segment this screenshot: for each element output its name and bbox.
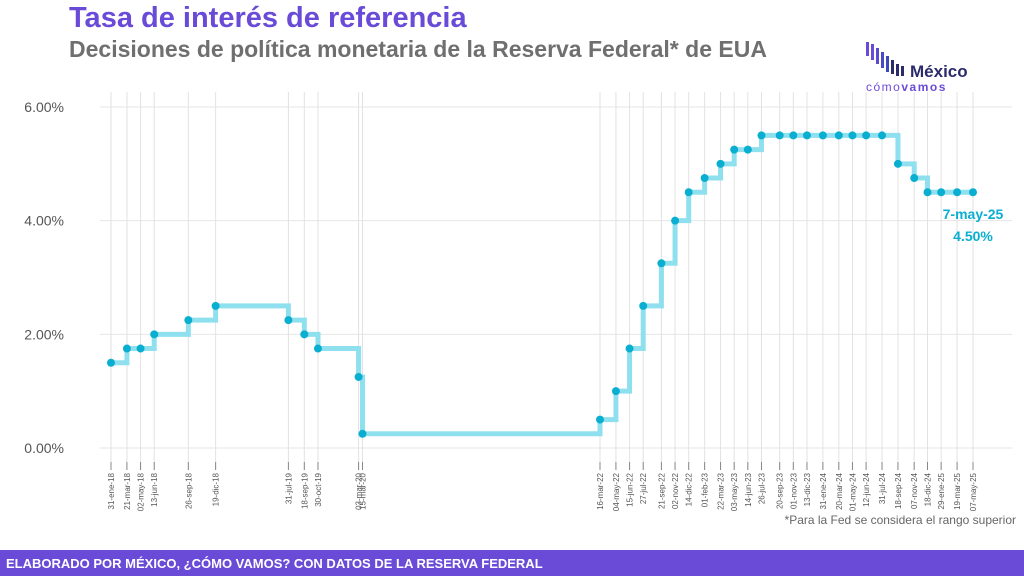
x-tick-label: 31-jul-19 xyxy=(284,472,293,504)
x-tick-label: 03-mar-20 xyxy=(355,472,364,509)
data-point xyxy=(657,259,666,268)
data-point xyxy=(937,188,946,197)
data-point xyxy=(910,174,919,183)
x-tick-label: 26-jul-23 xyxy=(757,472,766,504)
x-tick-label: 14-jun-23 xyxy=(744,472,753,506)
data-point xyxy=(639,301,648,310)
data-points xyxy=(107,131,977,438)
x-tick-label: 19-mar-25 xyxy=(953,472,962,509)
data-point xyxy=(211,301,220,310)
data-point xyxy=(313,344,322,353)
x-tick-label: 29-ene-25 xyxy=(937,472,946,509)
data-point xyxy=(862,131,871,140)
x-tick-label: 04-may-22 xyxy=(612,472,621,511)
data-point xyxy=(700,174,709,183)
y-tick-label: 2.00% xyxy=(24,326,64,342)
x-tick-label: 01-feb-23 xyxy=(701,472,710,507)
x-tick-label: 16-mar-22 xyxy=(596,472,605,509)
logo-bars-icon xyxy=(866,42,904,76)
x-tick-label: 01-may-24 xyxy=(848,472,857,511)
vertical-gridlines xyxy=(110,92,974,470)
data-point xyxy=(969,188,977,197)
y-tick-label: 0.00% xyxy=(24,440,64,456)
y-tick-label: 6.00% xyxy=(24,99,64,115)
data-point xyxy=(878,131,887,140)
data-point xyxy=(893,159,902,168)
x-tick-label: 31-jul-24 xyxy=(878,472,887,504)
data-point xyxy=(789,131,798,140)
data-point xyxy=(818,131,827,140)
logo-brand-light: cómo xyxy=(866,80,902,94)
data-point xyxy=(300,330,309,339)
data-point xyxy=(671,216,680,225)
data-point xyxy=(802,131,811,140)
data-point xyxy=(684,188,693,197)
x-tick-label: 22-mar-23 xyxy=(717,472,726,509)
x-tick-label: 07-nov-24 xyxy=(910,472,919,509)
footnote: *Para la Fed se considera el rango super… xyxy=(784,513,1016,527)
x-tick-label: 12-jun-24 xyxy=(862,472,871,506)
data-point xyxy=(730,145,739,154)
data-point xyxy=(848,131,857,140)
rate-step-chart: 0.00% 2.00% 4.00% 6.00% 31-ene-18 21-mar-18 0… xyxy=(24,92,1012,511)
x-tick-label: 15-mar-20 xyxy=(358,472,367,509)
x-tick-label: 31-ene-18 xyxy=(107,472,116,509)
data-point xyxy=(834,131,843,140)
mexico-como-vamos-logo: México cómovamos xyxy=(866,42,986,98)
y-tick-label: 4.00% xyxy=(24,213,64,229)
x-tick-label: 02-may-18 xyxy=(137,472,146,511)
x-tick-label: 03-may-23 xyxy=(730,472,739,511)
data-point xyxy=(150,330,159,339)
footer-bar: ELABORADO POR MÉXICO, ¿CÓMO VAMOS? CON D… xyxy=(0,550,1024,576)
data-point xyxy=(625,344,634,353)
series-step-line xyxy=(111,132,973,437)
data-point xyxy=(953,188,962,197)
logo-brand-bottom: cómovamos xyxy=(866,80,947,94)
data-point xyxy=(354,372,363,381)
data-point xyxy=(107,358,115,367)
data-point xyxy=(743,145,752,154)
data-point xyxy=(923,188,932,197)
x-tick-label: 20-mar-24 xyxy=(835,472,844,509)
chart-title: Tasa de interés de referencia xyxy=(69,2,467,34)
x-tick-label: 15-jun-22 xyxy=(626,472,635,506)
footer-source-text: ELABORADO POR MÉXICO, ¿CÓMO VAMOS? CON D… xyxy=(6,556,543,571)
x-tick-label: 18-sep-24 xyxy=(894,472,903,509)
x-tick-label: 01-nov-23 xyxy=(789,472,798,509)
logo-brand-top: México xyxy=(910,62,968,81)
data-point xyxy=(122,344,131,353)
x-tick-label: 31-ene-24 xyxy=(819,472,828,509)
logo-brand-bold: vamos xyxy=(901,80,947,94)
x-tick-label: 13-dic-23 xyxy=(803,472,812,506)
horizontal-gridlines xyxy=(100,106,1012,449)
x-tick-label: 07-may-25 xyxy=(969,472,978,511)
x-tick-label: 19-dic-18 xyxy=(212,472,221,506)
data-point xyxy=(775,131,784,140)
x-tick-label: 20-sep-23 xyxy=(776,472,785,509)
annotation-date: 7-may-25 xyxy=(943,206,1004,222)
x-tick-label: 18-sep-19 xyxy=(300,472,309,509)
x-tick-label: 02-nov-22 xyxy=(671,472,680,509)
data-point xyxy=(611,387,620,396)
x-axis-labels: 31-ene-18 21-mar-18 02-may-18 13-jun-18 26-s… xyxy=(107,472,978,511)
x-tick-label: 30-oct-19 xyxy=(314,472,323,506)
x-tick-label: 27-jul-22 xyxy=(639,472,648,504)
x-tick-label: 26-sep-18 xyxy=(184,472,193,509)
x-tick-label: 13-jun-18 xyxy=(150,472,159,506)
annotation-value: 4.50% xyxy=(953,228,993,244)
data-point xyxy=(136,344,145,353)
data-point xyxy=(716,159,725,168)
data-point xyxy=(184,316,193,325)
chart-subtitle: Decisiones de política monetaria de la R… xyxy=(69,36,767,62)
data-point xyxy=(757,131,766,140)
x-tick-label: 18-dic-24 xyxy=(924,472,933,506)
x-tick-label: 14-dic-22 xyxy=(685,472,694,506)
data-point xyxy=(358,429,367,438)
x-tick-label: 21-mar-18 xyxy=(123,472,132,509)
x-tick-label: 21-sep-22 xyxy=(657,472,666,509)
data-point xyxy=(595,415,604,424)
y-axis-labels: 0.00% 2.00% 4.00% 6.00% xyxy=(24,99,64,456)
data-point xyxy=(284,316,293,325)
